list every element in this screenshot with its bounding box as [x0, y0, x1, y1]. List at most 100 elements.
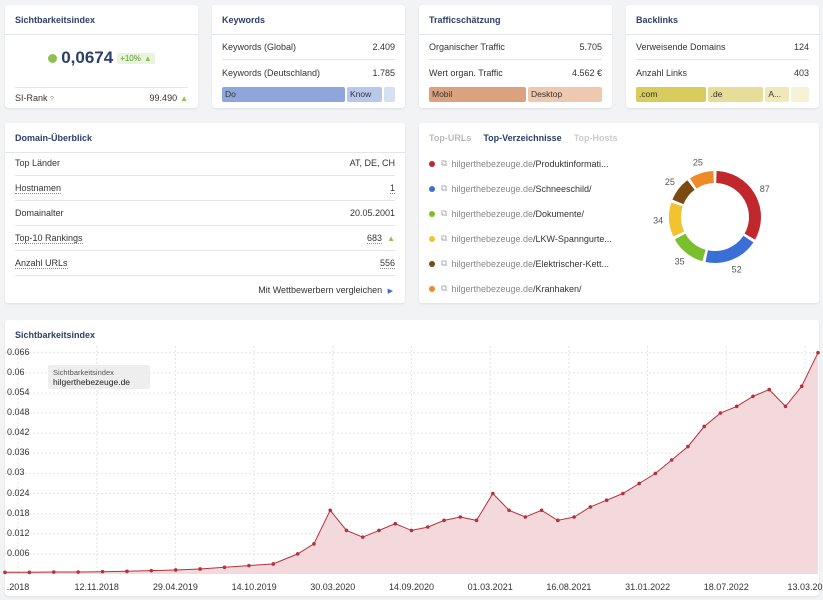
directory-item[interactable]: ⧉ hilgerthebezeuge.de/Kranhaken/: [429, 276, 582, 301]
tab-top-urls[interactable]: Top-URLs: [429, 133, 472, 143]
hostnames-value[interactable]: 1: [389, 182, 395, 194]
x-tick-label: 18.07.2022: [703, 582, 749, 592]
top10-rankings-row[interactable]: Top-10 Rankings 683 ▲: [15, 226, 395, 251]
x-tick-label: .2018: [6, 582, 30, 592]
si-rank-label: SI-Rank ?: [15, 93, 54, 103]
trend-up-icon: ▲: [180, 94, 188, 103]
directory-path[interactable]: /Dokumente/: [533, 208, 585, 219]
search-intent-bar[interactable]: Do Know: [222, 87, 395, 102]
directory-item[interactable]: ⧉ hilgerthebezeuge.de/Produktinformati...: [429, 151, 609, 176]
tab-top-directories[interactable]: Top-Verzeichnisse: [483, 133, 562, 143]
visibility-value: 0,0674: [61, 48, 114, 67]
directory-path[interactable]: /Elektrischer-Kett...: [533, 258, 610, 269]
donut-slice-label: 52: [732, 265, 742, 275]
top10-rankings-value-wrap[interactable]: 683 ▲: [367, 233, 395, 244]
bar-segment[interactable]: [790, 87, 810, 102]
compare-competitors-link[interactable]: Mit Wettbewerbern vergleichen ▶: [258, 285, 393, 295]
device-split-bar[interactable]: Mobil Desktop: [429, 87, 602, 102]
directory-domain[interactable]: hilgerthebezeuge.de: [451, 158, 534, 169]
donut-slice[interactable]: [669, 202, 685, 237]
domain-age-value: 20.05.2001: [349, 208, 395, 218]
directory-domain[interactable]: hilgerthebezeuge.de: [451, 233, 534, 244]
tld-split-bar[interactable]: .com .de A...: [636, 87, 810, 102]
links-count-row: Anzahl Links 403: [636, 60, 809, 85]
donut-slice[interactable]: [672, 180, 695, 205]
donut-slice[interactable]: [705, 235, 754, 263]
bar-segment[interactable]: Know: [347, 87, 382, 102]
bar-segment[interactable]: Mobil: [429, 87, 527, 102]
links-count-value: 403: [793, 67, 809, 78]
directory-item[interactable]: ⧉ hilgerthebezeuge.de/Elektrischer-Kett..…: [429, 251, 609, 276]
tab-top-hosts[interactable]: Top-Hosts: [573, 133, 618, 143]
y-tick-label: 0.054: [7, 386, 30, 397]
external-link-icon[interactable]: ⧉: [441, 208, 448, 218]
help-icon[interactable]: ?: [50, 96, 54, 103]
status-dot-icon: [48, 53, 58, 63]
donut-slice-label: 34: [653, 215, 663, 225]
organic-traffic-row: Organischer Traffic 5.705: [429, 35, 602, 60]
x-tick-label: 13.03.20: [787, 582, 823, 592]
si-rank-value-text: 99.490: [149, 93, 178, 103]
bar-segment[interactable]: .com: [636, 87, 706, 102]
directory-domain[interactable]: hilgerthebezeuge.de: [451, 208, 534, 219]
y-tick-label: 0.006: [7, 547, 30, 558]
series-dot-icon: [429, 235, 435, 242]
keywords-de-value: 1.785: [372, 67, 395, 78]
si-rank-row: SI-Rank ? 99.490 ▲: [15, 87, 188, 103]
si-rank-value: 99.490 ▲: [150, 93, 188, 103]
external-link-icon[interactable]: ⧉: [441, 258, 448, 268]
donut-slice-label: 25: [693, 158, 703, 168]
bar-segment[interactable]: Do: [222, 87, 345, 102]
keywords-card: Keywords Keywords (Global) 2.409 Keyword…: [212, 5, 405, 108]
donut-slice-label: 87: [760, 184, 770, 194]
donut-slice[interactable]: [690, 171, 715, 189]
hostnames-row[interactable]: Hostnamen 1: [15, 176, 395, 201]
directory-item[interactable]: ⧉ hilgerthebezeuge.de/Dokumente/: [429, 201, 584, 226]
referring-domains-row: Verweisende Domains 124: [636, 35, 809, 60]
series-dot-icon: [429, 185, 435, 192]
directory-item[interactable]: ⧉ hilgerthebezeuge.de/LKW-Spanngurte...: [429, 226, 612, 251]
external-link-icon[interactable]: ⧉: [441, 158, 448, 168]
organic-traffic-label: Organischer Traffic: [429, 42, 505, 52]
keywords-de-row: Keywords (Deutschland) 1.785: [222, 60, 395, 85]
directory-item[interactable]: ⧉ hilgerthebezeuge.de/Schneeschild/: [429, 176, 592, 201]
bar-segment[interactable]: [384, 87, 395, 102]
hostnames-label[interactable]: Hostnamen: [15, 182, 62, 194]
x-tick-label: 29.04.2019: [152, 582, 198, 592]
donut-slice-label: 35: [675, 257, 685, 267]
url-count-label[interactable]: Anzahl URLs: [15, 257, 68, 269]
url-count-value[interactable]: 556: [379, 257, 395, 269]
x-tick-label: 30.03.2020: [310, 582, 356, 592]
y-tick-label: 0.024: [7, 487, 30, 498]
directory-path[interactable]: /Kranhaken/: [533, 283, 582, 294]
directory-path[interactable]: /Schneeschild/: [533, 183, 592, 194]
directory-domain[interactable]: hilgerthebezeuge.de: [451, 183, 534, 194]
y-tick-label: 0.03: [7, 467, 25, 478]
directory-path[interactable]: /Produktinformati...: [533, 158, 609, 169]
directory-path[interactable]: /LKW-Spanngurte...: [533, 233, 612, 244]
external-link-icon[interactable]: ⧉: [441, 183, 448, 193]
x-tick-label: 31.01.2022: [625, 582, 671, 592]
donut-slice[interactable]: [715, 171, 761, 240]
visibility-change-text: +10%: [120, 53, 141, 63]
bar-segment[interactable]: Desktop: [528, 87, 602, 102]
top10-rankings-label[interactable]: Top-10 Rankings: [15, 232, 83, 244]
series-dot-icon: [429, 260, 435, 267]
chart-title: Sichtbarkeitsindex: [15, 330, 96, 340]
external-link-icon[interactable]: ⧉: [441, 233, 448, 243]
compare-competitors-text[interactable]: Mit Wettbewerbern vergleichen: [258, 285, 383, 295]
directory-domain[interactable]: hilgerthebezeuge.de: [451, 283, 534, 294]
bar-segment[interactable]: .de: [707, 87, 764, 102]
bar-segment[interactable]: A...: [765, 87, 789, 102]
domain-overview-card: Domain-Überblick Top Länder AT, DE, CH H…: [5, 123, 405, 303]
top10-rankings-value[interactable]: 683: [367, 233, 383, 244]
url-count-row[interactable]: Anzahl URLs 556: [15, 251, 395, 276]
external-link-icon[interactable]: ⧉: [441, 283, 448, 293]
traffic-card: Trafficschätzung Organischer Traffic 5.7…: [419, 5, 612, 108]
directory-domain[interactable]: hilgerthebezeuge.de: [451, 258, 534, 269]
backlinks-card: Backlinks Verweisende Domains 124 Anzahl…: [626, 5, 819, 108]
series-dot-icon: [429, 210, 435, 217]
donut-slice[interactable]: [674, 233, 706, 262]
traffic-card-title: Trafficschätzung: [419, 5, 612, 35]
donut-slice-label: 25: [665, 177, 675, 187]
